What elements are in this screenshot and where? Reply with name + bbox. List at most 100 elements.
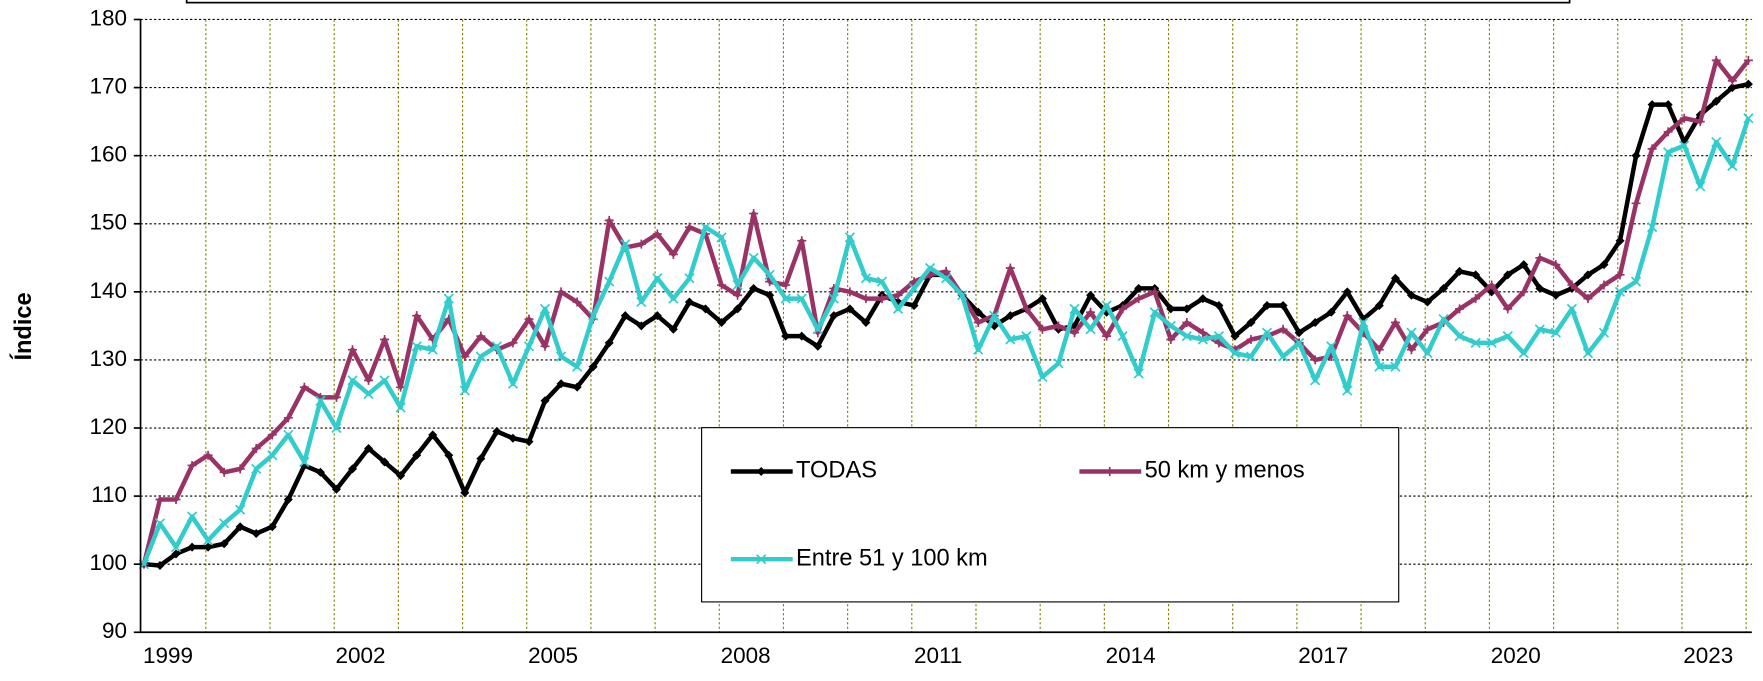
- marker: [476, 331, 486, 341]
- x-tick-label: 2014: [1106, 643, 1156, 668]
- marker: [396, 382, 406, 392]
- marker: [492, 426, 502, 436]
- marker: [652, 273, 663, 284]
- y-tick-label: 140: [90, 278, 128, 303]
- marker: [1727, 76, 1737, 86]
- marker: [1278, 324, 1288, 334]
- marker: [844, 232, 855, 243]
- marker: [796, 293, 807, 304]
- y-tick-label: 170: [90, 74, 128, 99]
- y-tick-label: 110: [91, 482, 127, 507]
- marker: [1181, 331, 1192, 342]
- marker: [251, 463, 262, 474]
- marker: [1150, 287, 1160, 297]
- marker: [1197, 334, 1208, 345]
- x-tick-label: 2008: [721, 643, 771, 668]
- marker: [668, 249, 678, 259]
- marker: [1438, 313, 1449, 325]
- marker: [459, 385, 470, 396]
- marker: [1663, 100, 1673, 110]
- marker: [1727, 160, 1738, 171]
- marker: [941, 273, 952, 284]
- x-tick-label: 1999: [143, 643, 193, 668]
- marker: [412, 311, 422, 321]
- marker: [186, 511, 198, 522]
- marker: [1118, 304, 1128, 314]
- x-tick-label: 2005: [528, 643, 578, 668]
- marker: [348, 345, 357, 355]
- title-box: [185, 0, 1571, 4]
- marker: [1647, 100, 1657, 110]
- marker: [1229, 348, 1241, 359]
- marker: [876, 276, 888, 287]
- marker: [1567, 280, 1577, 290]
- marker: [925, 262, 936, 274]
- marker: [1406, 345, 1416, 355]
- marker: [1519, 287, 1529, 297]
- marker: [604, 276, 615, 287]
- legend: TODAS 50 km y menos Entre 51 y 100 km: [701, 427, 1400, 603]
- marker: [1663, 147, 1674, 158]
- marker: [155, 561, 165, 571]
- marker: [460, 352, 470, 362]
- marker: [235, 504, 246, 515]
- marker: [1342, 385, 1353, 396]
- x-tick-label: 2020: [1491, 643, 1541, 668]
- marker: [909, 300, 919, 310]
- marker: [1535, 283, 1545, 293]
- marker: [861, 294, 871, 304]
- marker: [1566, 303, 1577, 314]
- marker: [171, 495, 181, 505]
- marker: [1455, 304, 1465, 314]
- marker: [1214, 338, 1224, 348]
- marker: [412, 450, 422, 460]
- y-tick-label: 100: [90, 550, 128, 575]
- marker: [1630, 276, 1642, 287]
- marker: [845, 287, 855, 297]
- marker: [283, 429, 294, 440]
- marker: [1214, 300, 1224, 310]
- marker: [267, 430, 277, 440]
- marker: [941, 266, 951, 276]
- marker: [684, 273, 695, 284]
- marker: [1069, 303, 1080, 314]
- marker: [1647, 144, 1657, 154]
- marker: [572, 382, 582, 392]
- marker: [1294, 328, 1304, 338]
- marker: [267, 450, 278, 461]
- marker: [1582, 348, 1594, 359]
- marker: [1262, 300, 1272, 310]
- marker: [1134, 294, 1144, 304]
- marker: [1053, 358, 1064, 369]
- marker: [1134, 283, 1144, 293]
- marker: [604, 215, 614, 225]
- marker: [364, 375, 374, 385]
- marker: [717, 280, 727, 290]
- marker: [733, 290, 743, 300]
- marker: [1037, 371, 1048, 383]
- marker: [1117, 331, 1128, 342]
- marker: [1535, 253, 1545, 263]
- marker: [1053, 321, 1063, 331]
- marker: [556, 287, 566, 297]
- marker: [507, 378, 519, 389]
- marker: [1278, 300, 1288, 310]
- marker: [812, 324, 823, 335]
- marker: [636, 296, 647, 308]
- marker: [749, 209, 759, 219]
- marker: [1246, 335, 1256, 344]
- marker: [299, 382, 309, 392]
- marker: [572, 297, 582, 307]
- marker: [1471, 294, 1481, 304]
- marker: [781, 280, 791, 290]
- marker: [1245, 351, 1257, 362]
- marker: [380, 335, 390, 344]
- marker: [1213, 331, 1225, 342]
- marker: [588, 362, 598, 372]
- marker: [444, 450, 454, 460]
- y-tick-label: 90: [102, 618, 127, 643]
- marker: [1005, 263, 1015, 273]
- marker: [1085, 324, 1096, 335]
- marker: [973, 317, 983, 327]
